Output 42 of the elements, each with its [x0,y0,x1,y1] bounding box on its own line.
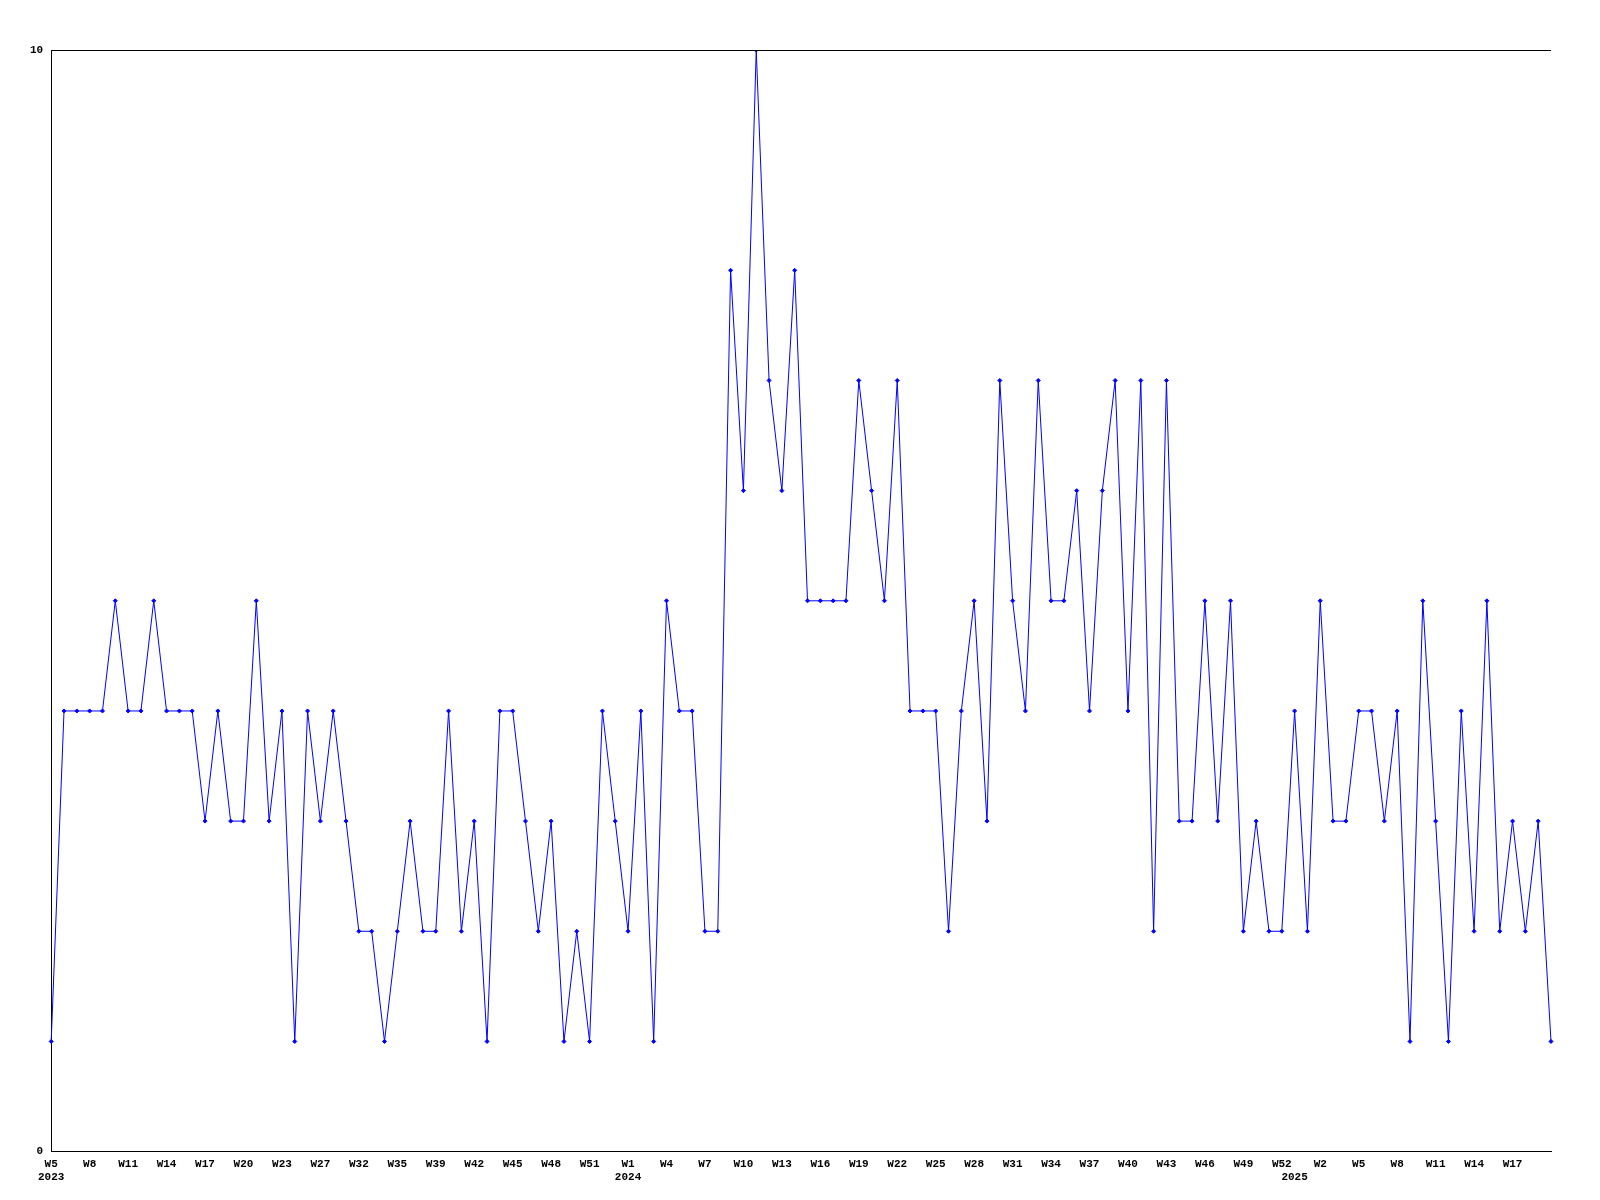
x-tick-label: W5 [1352,1157,1366,1170]
x-tick-label: W39 [425,1157,446,1170]
x-tick-label: W14 [1464,1157,1485,1170]
x-tick-label: W11 [1425,1157,1446,1170]
x-tick-label: W48 [541,1157,562,1170]
x-tick-label: W20 [233,1157,254,1170]
x-tick-label: W1 2024 [614,1157,642,1184]
x-tick-label: W17 [195,1157,215,1170]
x-tick-label: W25 [925,1157,946,1170]
x-tick-label: W8 [1390,1157,1405,1170]
x-tick-label: 2025 [1281,1171,1309,1184]
x-tick-label: W49 [1233,1157,1254,1170]
x-tick-label: W51 [579,1157,600,1170]
x-tick-label: W31 [1002,1157,1023,1170]
y-tick-label: 10 [30,43,44,56]
x-tick-label: W22 [887,1157,908,1170]
x-tick-label: W2 [1313,1157,1327,1170]
x-tick-label: W8 [83,1157,97,1170]
x-tick-label: W13 [771,1157,793,1170]
x-tick-label: W35 [387,1157,408,1170]
x-tick-label: W40 [1118,1157,1138,1170]
x-tick-label: W4 [659,1157,674,1170]
x-tick-label: W5 2023 [38,1157,65,1184]
x-tick-label: W7 [698,1157,712,1170]
x-tick-label: W32 [348,1157,369,1170]
x-tick-label: W43 [1156,1157,1177,1170]
x-tick-label: W19 [848,1157,869,1170]
x-tick-label: W37 [1079,1157,1100,1170]
x-tick-label: W45 [502,1157,523,1170]
x-tick-label: W11 [118,1157,139,1170]
x-tick-label: W42 [464,1157,485,1170]
x-tick-label: W16 [810,1157,831,1170]
x-tick-label: W46 [1194,1157,1215,1170]
x-tick-label: W27 [310,1157,331,1170]
x-tick-label: W10 [733,1157,754,1170]
x-tick-label: W28 [964,1157,985,1170]
x-tick-label: W17 [1502,1157,1523,1170]
x-tick-label: W52 [1271,1157,1292,1170]
x-tick-label: W23 [272,1157,293,1170]
x-tick-label: W34 [1041,1157,1062,1170]
y-tick-label: 0 [36,1145,44,1158]
x-tick-label: W14 [156,1157,177,1170]
